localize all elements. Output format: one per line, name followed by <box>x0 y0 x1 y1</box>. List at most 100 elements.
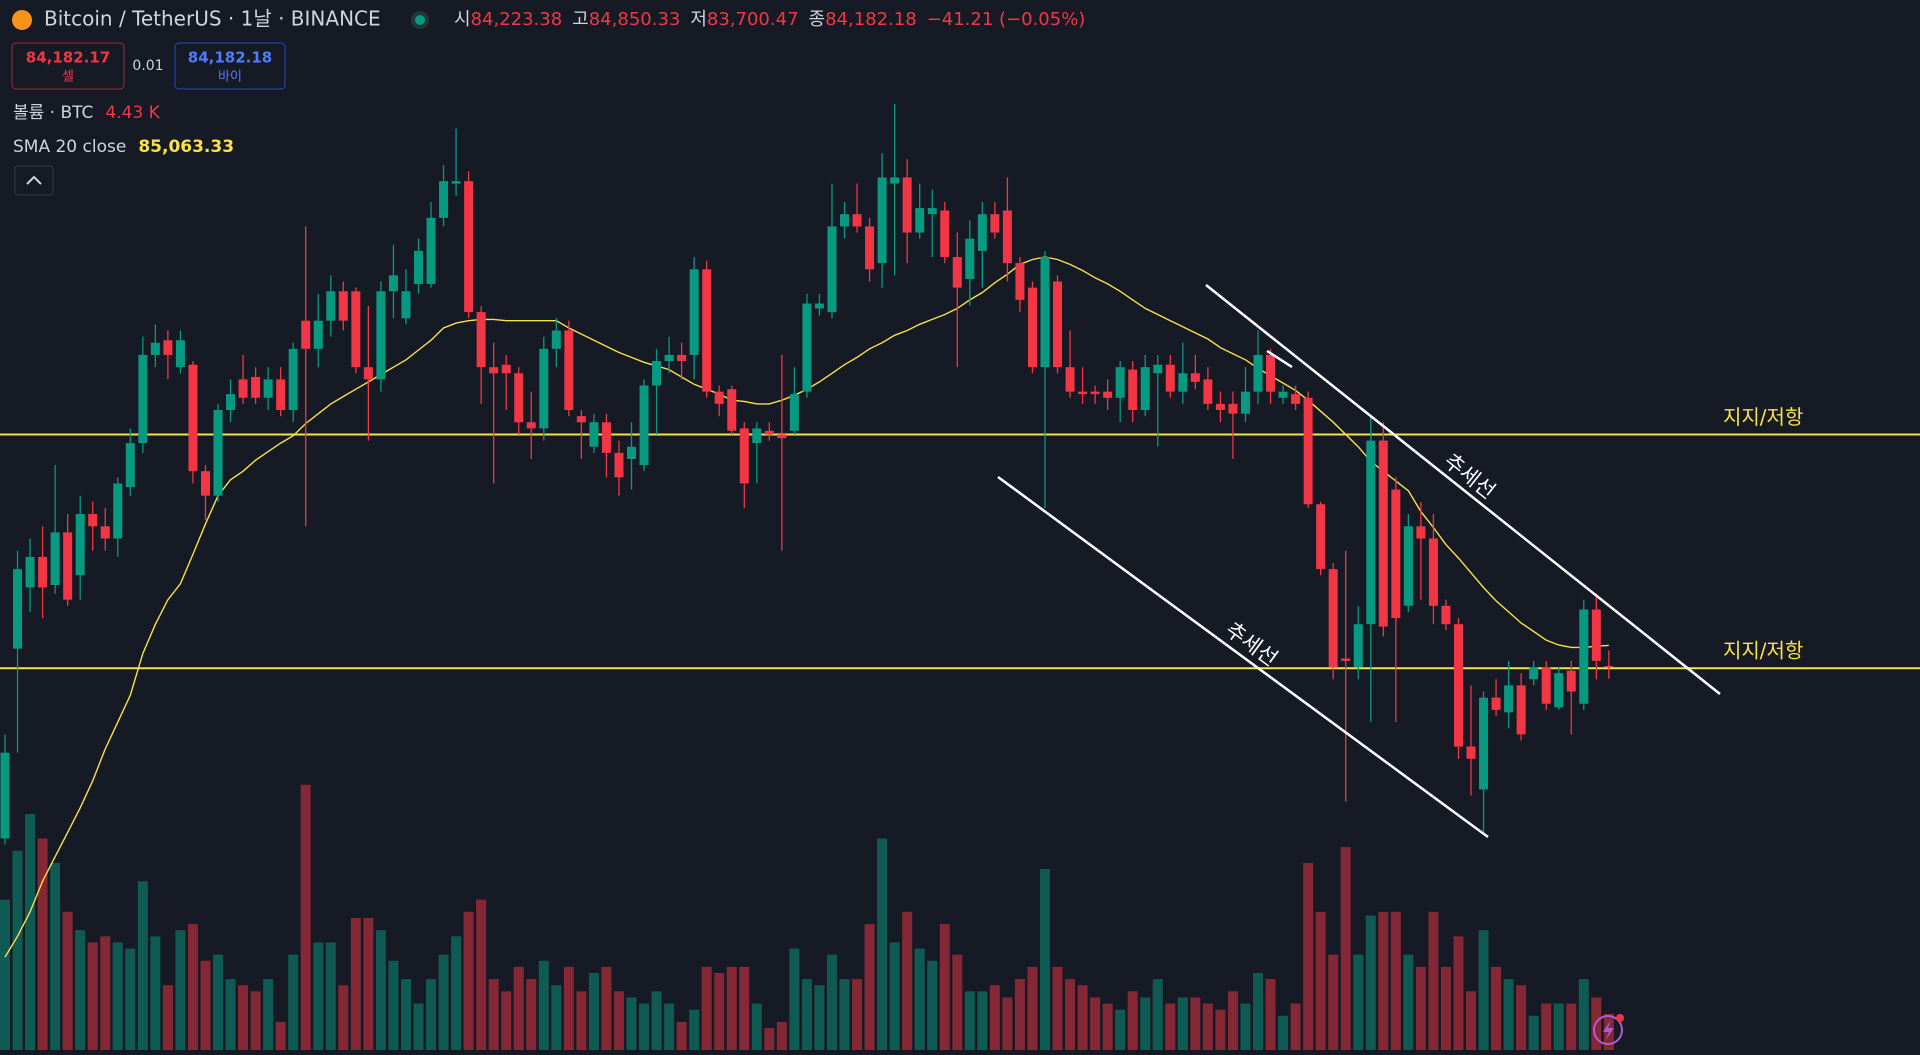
volume-bar <box>12 850 23 1050</box>
candle-body <box>852 214 862 227</box>
candle-body <box>777 434 787 439</box>
candle-body <box>63 532 73 600</box>
volume-bar <box>87 942 98 1050</box>
candle-body <box>977 214 987 251</box>
volume-bar <box>1516 985 1527 1050</box>
candle-body <box>1065 367 1075 392</box>
volume-bar <box>388 960 399 1050</box>
volume-bar <box>1453 936 1464 1050</box>
volume-bar <box>1215 1009 1226 1050</box>
sell-button[interactable] <box>11 42 125 90</box>
volume-bar <box>250 991 261 1050</box>
candle-body <box>1566 670 1576 692</box>
volume-bar <box>639 1003 650 1050</box>
volume-bar <box>1265 979 1276 1050</box>
volume-bar <box>538 960 549 1050</box>
volume-bar <box>551 985 562 1050</box>
alert-icon[interactable] <box>1593 1015 1623 1045</box>
volume-bar <box>1052 966 1063 1050</box>
candle-body <box>1115 367 1125 398</box>
volume-bar <box>476 899 487 1050</box>
candle-body <box>200 471 210 496</box>
volume-bar <box>225 979 236 1050</box>
candle-body <box>388 275 398 292</box>
candle-body <box>1215 403 1225 411</box>
volume-bar <box>927 960 938 1050</box>
volume-bar <box>513 966 524 1050</box>
volume-bar <box>1553 1003 1564 1050</box>
volume-bar <box>363 917 374 1050</box>
candle-body <box>589 422 599 447</box>
coin-icon <box>12 10 32 30</box>
volume-bar <box>1039 869 1050 1050</box>
candle-body <box>1453 624 1463 747</box>
volume-bar <box>162 985 173 1050</box>
candle-layer <box>0 104 1614 845</box>
candle-body <box>840 214 850 227</box>
candle-body <box>739 428 749 484</box>
low-value: 83,700.47 <box>707 9 799 30</box>
candle-body <box>1291 394 1301 404</box>
volume-bar <box>1102 1003 1113 1050</box>
volume-bar <box>889 942 900 1050</box>
spread: 0.01 <box>132 58 163 74</box>
candle-body <box>1053 281 1063 368</box>
candle-body <box>1541 667 1551 704</box>
volume-legend-name: 볼륨 · BTC <box>13 103 93 123</box>
buy-price: 84,182.18 <box>188 49 272 67</box>
volume-bar <box>25 814 36 1050</box>
candle-body <box>326 291 336 321</box>
volume-bar <box>1090 997 1101 1050</box>
support-resistance-label: 지지/저항 <box>1723 639 1803 663</box>
volume-bar <box>187 924 198 1050</box>
candle-body <box>401 291 411 319</box>
collapse-button[interactable] <box>14 165 54 196</box>
close-label: 종 <box>809 9 826 30</box>
candle-body <box>1190 373 1200 382</box>
volume-bar <box>839 979 850 1050</box>
volume-bar <box>400 979 411 1050</box>
volume-bar <box>1115 1009 1126 1050</box>
volume-bar <box>275 1021 286 1050</box>
candle-body <box>489 367 499 374</box>
volume-bar <box>1077 985 1088 1050</box>
volume-bar <box>526 979 537 1050</box>
candle-body <box>1529 667 1539 680</box>
volume-bar <box>62 911 73 1050</box>
volume-bar <box>1466 991 1477 1050</box>
volume-bar <box>488 979 499 1050</box>
sell-label: 셀 <box>62 70 74 85</box>
volume-bar <box>1027 966 1038 1050</box>
change: −41.21 (−0.05%) <box>927 9 1086 30</box>
candle-body <box>1516 685 1526 735</box>
volume-bar <box>375 930 386 1050</box>
volume-bar <box>776 1021 787 1050</box>
volume-bar <box>588 972 599 1050</box>
candle-body <box>1491 697 1501 710</box>
trendlines <box>997 284 1721 839</box>
candle-body <box>1328 569 1338 668</box>
volume-bar <box>601 966 612 1050</box>
candle-body <box>1040 257 1050 368</box>
volume-bar <box>826 954 837 1050</box>
candle-body <box>727 389 737 431</box>
candle-body <box>1165 364 1175 392</box>
trendline-lower <box>997 475 1489 839</box>
candle-body <box>1015 263 1025 300</box>
volume-bar <box>338 985 349 1050</box>
volume-legend[interactable]: 볼륨 · BTC 4.43 K <box>13 103 161 123</box>
candle-body <box>601 422 611 453</box>
symbol[interactable]: Bitcoin / TetherUS · 1날 · BINANCE <box>44 7 381 31</box>
volume-bar <box>664 1003 675 1050</box>
volume-bar <box>213 954 224 1050</box>
candle-body <box>1428 538 1438 606</box>
volume-bar <box>1415 966 1426 1050</box>
sma-legend[interactable]: SMA 20 close 85,063.33 <box>13 137 234 157</box>
candle-body <box>163 340 173 355</box>
candle-body <box>990 214 1000 233</box>
high-label: 고 <box>572 9 589 30</box>
buy-button[interactable] <box>174 42 286 90</box>
candle-body <box>100 526 110 539</box>
candle-body <box>175 340 185 368</box>
